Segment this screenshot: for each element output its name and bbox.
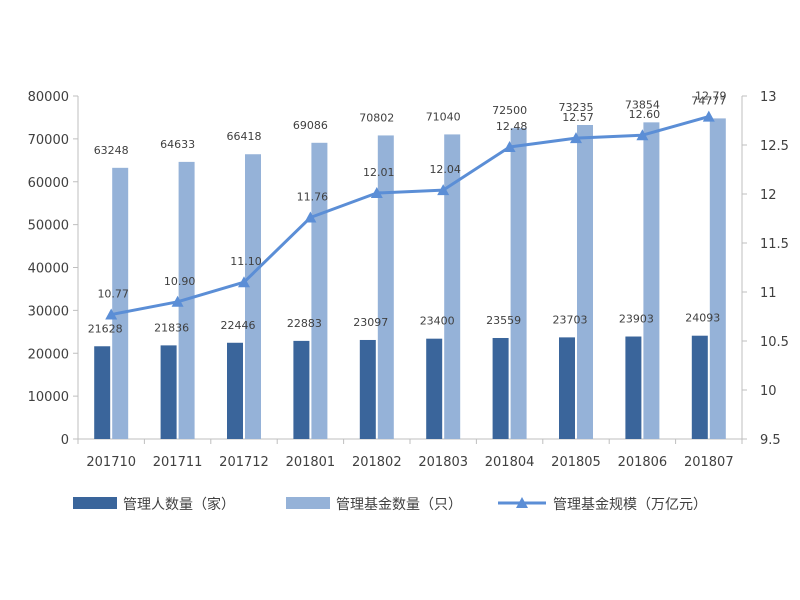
data-label-managers: 21836 bbox=[154, 321, 189, 334]
y-right-tick-label: 11.5 bbox=[760, 237, 789, 252]
legend-swatch-managers bbox=[73, 497, 117, 509]
line-marker-triangle bbox=[503, 140, 516, 152]
line-marker-triangle bbox=[171, 295, 184, 307]
bar-funds bbox=[510, 128, 527, 439]
y-right-tick-label: 11 bbox=[760, 286, 777, 301]
bar-funds bbox=[444, 134, 461, 439]
y-left-tick-label: 40000 bbox=[28, 262, 69, 277]
bar-managers bbox=[94, 346, 111, 439]
bar-funds bbox=[577, 125, 593, 439]
bar-managers bbox=[691, 335, 708, 439]
line-marker-triangle bbox=[437, 184, 450, 196]
data-label-managers: 22883 bbox=[287, 317, 322, 330]
y-left-tick-label: 70000 bbox=[28, 133, 69, 148]
data-label-scale: 10.90 bbox=[164, 275, 196, 288]
data-label-managers: 22446 bbox=[221, 319, 256, 332]
y-right-tick-label: 10 bbox=[760, 384, 777, 399]
bar-managers bbox=[293, 340, 310, 439]
bar-managers bbox=[559, 337, 575, 439]
legend-swatch-scale-marker bbox=[516, 497, 528, 508]
data-label-managers: 21628 bbox=[88, 322, 123, 335]
line-marker-triangle bbox=[370, 187, 383, 199]
data-label-scale: 12.04 bbox=[429, 163, 461, 176]
data-label-funds: 73854 bbox=[625, 98, 660, 111]
bar-managers bbox=[426, 338, 443, 439]
line-marker-triangle bbox=[570, 132, 582, 144]
data-labels: 21628 63248 21836 64633 22446 66418 22883 69086… bbox=[88, 90, 727, 336]
bars bbox=[94, 118, 726, 440]
y-right-tick-label: 10.5 bbox=[760, 335, 789, 350]
data-label-managers: 23559 bbox=[486, 314, 521, 327]
x-tick-label: 201712 bbox=[219, 455, 269, 470]
data-label-scale: 12.57 bbox=[562, 111, 594, 124]
line-series bbox=[105, 110, 715, 320]
x-tick-label: 201710 bbox=[86, 455, 136, 470]
bar-funds bbox=[643, 122, 660, 439]
x-tick-label: 201802 bbox=[352, 455, 402, 470]
y-right-tick-label: 9.5 bbox=[760, 433, 781, 448]
y-left-tick-label: 80000 bbox=[28, 90, 69, 105]
line-marker-triangle bbox=[304, 211, 317, 223]
line-marker-triangle bbox=[636, 129, 649, 141]
legend-label-managers: 管理人数量（家） bbox=[123, 496, 235, 513]
bar-funds bbox=[377, 135, 394, 439]
y-left-tick-label: 0 bbox=[61, 433, 69, 448]
data-label-funds: 69086 bbox=[293, 119, 328, 132]
line-fund-scale bbox=[110, 115, 710, 317]
bar-managers bbox=[227, 342, 243, 439]
x-tick-label: 201801 bbox=[286, 455, 336, 470]
x-tick-label: 201804 bbox=[485, 455, 535, 470]
line-marker-triangle bbox=[702, 110, 715, 122]
data-label-funds: 71040 bbox=[426, 110, 461, 123]
bar-funds bbox=[245, 154, 261, 439]
line-marker-triangle bbox=[238, 276, 250, 288]
data-label-scale: 11.10 bbox=[230, 255, 262, 268]
y-left-tick-label: 60000 bbox=[28, 176, 69, 191]
legend-label-funds: 管理基金数量（只） bbox=[336, 496, 462, 513]
data-label-funds: 64633 bbox=[160, 138, 195, 151]
data-label-scale: 10.77 bbox=[97, 288, 129, 301]
x-tick-label: 201805 bbox=[551, 455, 601, 470]
x-tick-label: 201807 bbox=[684, 455, 734, 470]
data-label-managers: 23903 bbox=[619, 313, 654, 326]
bar-managers bbox=[625, 336, 642, 439]
data-label-funds: 73235 bbox=[559, 101, 594, 114]
data-label-scale: 11.76 bbox=[297, 191, 329, 204]
data-label-managers: 23703 bbox=[553, 313, 588, 326]
bar-funds bbox=[311, 142, 328, 440]
legend-swatch-funds bbox=[286, 497, 330, 509]
data-label-funds: 74777 bbox=[691, 94, 726, 107]
data-label-managers: 23400 bbox=[420, 315, 455, 328]
data-label-scale: 12.48 bbox=[496, 120, 528, 133]
bar-managers bbox=[492, 337, 509, 439]
data-label-funds: 72500 bbox=[492, 104, 527, 117]
data-label-scale: 12.01 bbox=[363, 166, 395, 179]
y-right-tick-label: 12.5 bbox=[760, 139, 789, 154]
data-label-scale: 12.60 bbox=[629, 108, 661, 121]
data-label-managers: 23097 bbox=[353, 316, 388, 329]
y-left-tick-label: 30000 bbox=[28, 304, 69, 319]
bar-managers bbox=[160, 345, 177, 439]
y-left-tick-label: 20000 bbox=[28, 347, 69, 362]
data-label-scale: 12.79 bbox=[695, 90, 727, 103]
bar-funds bbox=[709, 118, 726, 439]
x-tick-label: 201806 bbox=[618, 455, 668, 470]
x-tick-label: 201711 bbox=[153, 455, 203, 470]
y-right-tick-label: 12 bbox=[760, 188, 777, 203]
data-label-funds: 66418 bbox=[227, 130, 262, 143]
legend: 管理人数量（家） 管理基金数量（只） 管理基金规模（万亿元） bbox=[73, 496, 707, 513]
data-label-funds: 70802 bbox=[359, 111, 394, 124]
y-right-tick-label: 13 bbox=[760, 90, 777, 105]
y-left-tick-label: 10000 bbox=[28, 390, 69, 405]
data-label-managers: 24093 bbox=[685, 312, 720, 325]
bar-managers bbox=[359, 339, 376, 439]
line-marker-triangle bbox=[105, 308, 118, 320]
axes: 0 10000 20000 30000 40000 50000 60000 70000 8000… bbox=[28, 90, 789, 470]
x-tick-label: 201803 bbox=[418, 455, 468, 470]
y-left-tick-label: 50000 bbox=[28, 219, 69, 234]
bar-funds bbox=[112, 167, 129, 439]
data-label-funds: 63248 bbox=[94, 144, 129, 157]
legend-label-scale: 管理基金规模（万亿元） bbox=[553, 496, 707, 513]
